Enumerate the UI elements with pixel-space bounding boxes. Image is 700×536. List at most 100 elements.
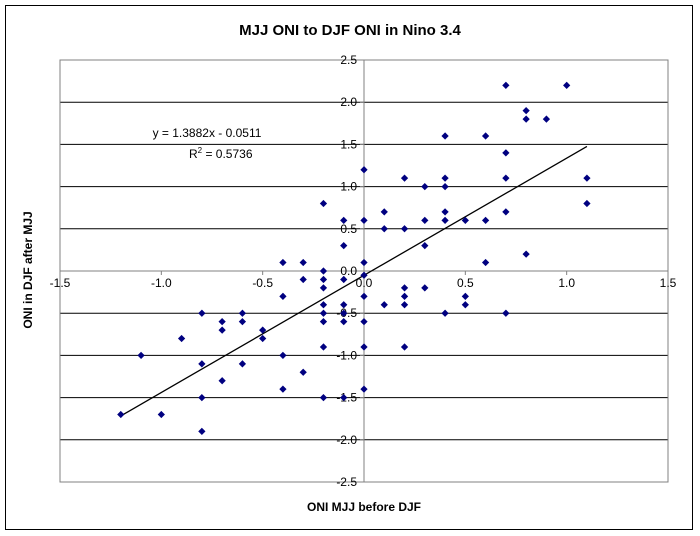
data-point: [340, 216, 348, 224]
data-point: [421, 284, 429, 292]
data-point: [461, 292, 469, 300]
y-tick-label: 1.0: [340, 180, 357, 194]
y-tick-label: 2.5: [340, 53, 357, 67]
y-tick-labels: -2.5-2.0-1.5-1.0-0.50.00.51.01.52.02.5: [336, 53, 357, 489]
data-point: [421, 242, 429, 250]
data-point: [360, 258, 368, 267]
data-point: [542, 115, 551, 123]
x-tick-labels: -1.5 -1.0 -0.5 0.0 0.5 1.0 1.5: [50, 276, 677, 290]
y-tick-label: -2.0: [336, 433, 357, 447]
data-point: [441, 309, 449, 317]
data-point: [279, 292, 287, 300]
data-point: [198, 393, 206, 402]
data-point: [238, 360, 247, 368]
data-point: [360, 343, 368, 351]
data-point: [380, 225, 388, 233]
data-point: [502, 309, 510, 317]
data-point: [360, 216, 368, 224]
x-tick-label: 1.0: [558, 276, 575, 290]
y-tick-label: 0.0: [340, 264, 357, 278]
data-point: [441, 216, 449, 224]
y-tick-label: -2.5: [336, 475, 357, 489]
data-point: [481, 216, 490, 224]
data-point: [340, 318, 348, 326]
data-point: [481, 258, 490, 267]
data-point: [441, 132, 449, 140]
x-tick-label: -0.5: [252, 276, 273, 290]
data-point: [481, 132, 490, 140]
data-point: [461, 216, 469, 224]
data-point: [319, 393, 328, 402]
data-point: [340, 242, 348, 250]
data-point: [299, 275, 307, 284]
data-point: [218, 377, 226, 385]
data-point: [360, 271, 368, 279]
data-point: [279, 351, 287, 360]
data-point: [259, 334, 267, 343]
r-squared-value: = 0.5736: [202, 147, 253, 161]
x-axis-label: ONI MJJ before DJF: [307, 500, 421, 514]
axes: [59, 59, 669, 483]
data-point: [198, 360, 206, 368]
data-point: [400, 292, 409, 300]
data-point: [279, 385, 287, 393]
data-point: [279, 258, 287, 267]
data-point: [319, 199, 328, 208]
data-point: [360, 318, 368, 326]
data-points: [117, 81, 591, 435]
data-point: [340, 301, 348, 309]
data-point: [522, 250, 530, 258]
data-point: [319, 275, 328, 284]
y-axis-label: ONI in DJF after MJJ: [21, 211, 35, 328]
x-tick-label: -1.5: [50, 276, 71, 290]
trendline: [120, 145, 588, 417]
data-point: [319, 284, 328, 292]
data-point: [319, 318, 328, 326]
data-point: [563, 81, 571, 89]
data-point: [461, 301, 469, 309]
data-point: [177, 334, 186, 343]
data-point: [441, 174, 449, 182]
data-point: [400, 301, 409, 309]
x-tick-label: 0.0: [356, 276, 373, 290]
data-point: [441, 182, 449, 191]
data-point: [198, 427, 206, 435]
y-tick-label: 1.5: [340, 137, 357, 151]
chart-frame: [5, 5, 693, 530]
y-tick-label: -1.0: [336, 348, 357, 362]
data-point: [299, 258, 307, 267]
data-point: [360, 292, 368, 300]
data-point: [238, 318, 247, 326]
y-tick-label: 0.5: [340, 222, 357, 236]
r-squared-sup: 2: [198, 146, 203, 155]
data-point: [380, 301, 388, 309]
data-point: [299, 368, 307, 376]
data-point: [522, 107, 530, 115]
chart-title: MJJ ONI to DJF ONI in Nino 3.4: [239, 22, 461, 39]
data-point: [502, 174, 510, 182]
data-point: [117, 410, 125, 419]
data-point: [137, 351, 145, 360]
data-point: [319, 343, 328, 351]
data-point: [400, 284, 409, 292]
r-squared-label: R2 = 0.5736: [189, 146, 253, 161]
data-point: [360, 385, 368, 393]
data-point: [218, 318, 226, 326]
data-point: [157, 410, 165, 419]
r-squared-r: R: [189, 147, 198, 161]
y-tick-label: 2.0: [340, 95, 357, 109]
data-point: [583, 174, 591, 182]
data-point: [340, 309, 348, 317]
data-point: [502, 81, 510, 89]
data-point: [319, 301, 328, 309]
data-point: [319, 309, 328, 317]
data-point: [340, 393, 348, 402]
data-point: [400, 343, 409, 351]
data-point: [238, 309, 247, 317]
data-point: [340, 275, 348, 284]
x-tick-label: 1.5: [660, 276, 677, 290]
data-point: [502, 208, 510, 216]
data-point: [421, 216, 429, 224]
data-point: [522, 115, 530, 123]
